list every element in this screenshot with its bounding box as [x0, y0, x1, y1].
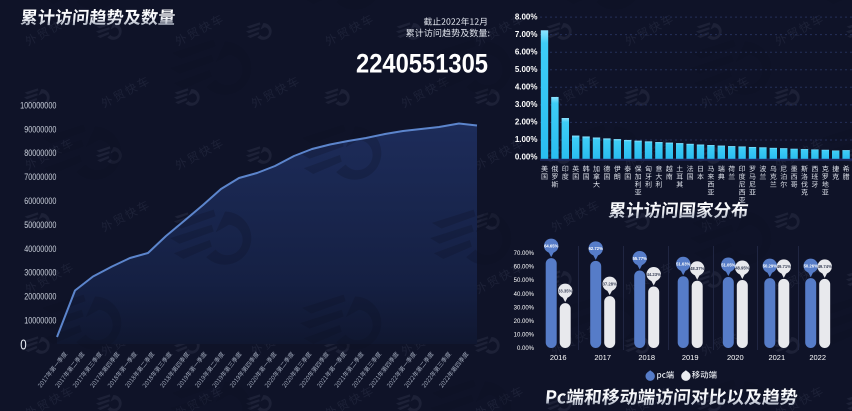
- svg-text:2019: 2019: [682, 353, 699, 362]
- svg-text:40.00%: 40.00%: [514, 292, 535, 298]
- svg-text:44.23%: 44.23%: [647, 272, 661, 277]
- svg-text:5.00%: 5.00%: [515, 65, 538, 74]
- svg-text:2017: 2017: [594, 353, 611, 362]
- svg-text:48.95%: 48.95%: [735, 265, 749, 270]
- svg-text:55.77%: 55.77%: [633, 256, 647, 261]
- svg-text:6.00%: 6.00%: [515, 48, 538, 57]
- svg-text:10.00%: 10.00%: [514, 333, 535, 339]
- svg-text:7.00%: 7.00%: [515, 30, 538, 39]
- svg-text:48.37%: 48.37%: [690, 266, 704, 271]
- svg-text:30.00%: 30.00%: [514, 305, 535, 311]
- svg-text:0.00%: 0.00%: [517, 346, 535, 352]
- svg-text:60.00%: 60.00%: [514, 265, 535, 271]
- svg-text:8.00%: 8.00%: [515, 13, 538, 22]
- svg-text:0.00%: 0.00%: [515, 153, 538, 162]
- svg-text:70000000: 70000000: [24, 172, 56, 182]
- svg-text:49.71%: 49.71%: [777, 264, 791, 269]
- svg-text:10000000: 10000000: [24, 316, 56, 326]
- svg-text:2240551305: 2240551305: [356, 49, 488, 79]
- svg-text:80000000: 80000000: [24, 148, 56, 158]
- svg-text:2021: 2021: [768, 353, 785, 362]
- svg-text:2016: 2016: [550, 353, 567, 362]
- svg-text:30000000: 30000000: [24, 268, 56, 278]
- svg-text:40000000: 40000000: [24, 244, 56, 254]
- svg-text:62.72%: 62.72%: [589, 246, 603, 251]
- svg-text:3.00%: 3.00%: [515, 100, 538, 109]
- svg-text:100000000: 100000000: [20, 100, 56, 110]
- svg-text:50.29%: 50.29%: [763, 263, 777, 268]
- svg-text:49.74%: 49.74%: [818, 264, 832, 269]
- svg-text:1.00%: 1.00%: [515, 135, 538, 144]
- svg-text:90000000: 90000000: [24, 124, 56, 134]
- svg-text:33.35%: 33.35%: [558, 288, 572, 293]
- svg-text:50.26%: 50.26%: [804, 263, 818, 268]
- svg-text:50.00%: 50.00%: [514, 278, 535, 284]
- svg-text:50000000: 50000000: [24, 220, 56, 230]
- svg-text:2.00%: 2.00%: [515, 118, 538, 127]
- svg-text:2018: 2018: [638, 353, 655, 362]
- svg-text:2020: 2020: [727, 353, 744, 362]
- svg-text:2022: 2022: [809, 353, 826, 362]
- svg-text:64.65%: 64.65%: [544, 243, 558, 248]
- svg-text:60000000: 60000000: [24, 196, 56, 206]
- svg-text:20.00%: 20.00%: [514, 319, 535, 325]
- svg-text:37.28%: 37.28%: [603, 281, 617, 286]
- svg-text:51.05%: 51.05%: [721, 262, 735, 267]
- svg-text:70.00%: 70.00%: [514, 251, 535, 257]
- svg-text:4.00%: 4.00%: [515, 83, 538, 92]
- svg-text:51.63%: 51.63%: [676, 262, 690, 267]
- svg-text:0: 0: [20, 338, 26, 354]
- svg-text:20000000: 20000000: [24, 292, 56, 302]
